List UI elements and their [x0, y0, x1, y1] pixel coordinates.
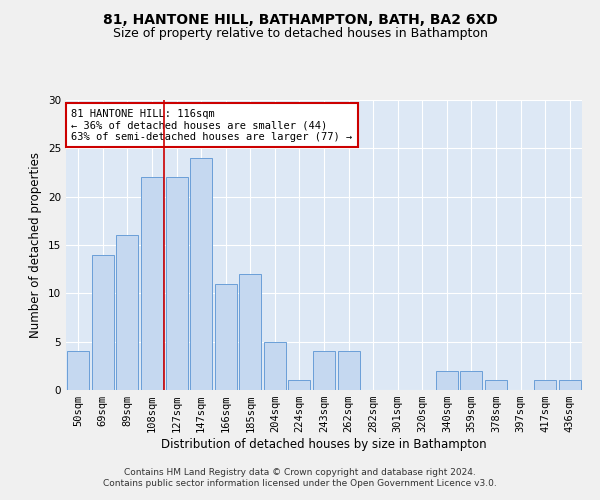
Bar: [190, 158, 212, 390]
Y-axis label: Number of detached properties: Number of detached properties: [29, 152, 43, 338]
Text: 81 HANTONE HILL: 116sqm
← 36% of detached houses are smaller (44)
63% of semi-de: 81 HANTONE HILL: 116sqm ← 36% of detache…: [71, 108, 352, 142]
Bar: [436, 370, 458, 390]
Bar: [116, 236, 139, 390]
Bar: [534, 380, 556, 390]
Bar: [215, 284, 237, 390]
Text: Contains HM Land Registry data © Crown copyright and database right 2024.
Contai: Contains HM Land Registry data © Crown c…: [103, 468, 497, 487]
X-axis label: Distribution of detached houses by size in Bathampton: Distribution of detached houses by size …: [161, 438, 487, 451]
Text: 81, HANTONE HILL, BATHAMPTON, BATH, BA2 6XD: 81, HANTONE HILL, BATHAMPTON, BATH, BA2 …: [103, 12, 497, 26]
Bar: [141, 178, 163, 390]
Bar: [313, 352, 335, 390]
Text: Size of property relative to detached houses in Bathampton: Size of property relative to detached ho…: [113, 28, 487, 40]
Bar: [485, 380, 507, 390]
Bar: [460, 370, 482, 390]
Bar: [338, 352, 359, 390]
Bar: [559, 380, 581, 390]
Bar: [67, 352, 89, 390]
Bar: [264, 342, 286, 390]
Bar: [92, 254, 114, 390]
Bar: [166, 178, 188, 390]
Bar: [239, 274, 262, 390]
Bar: [289, 380, 310, 390]
